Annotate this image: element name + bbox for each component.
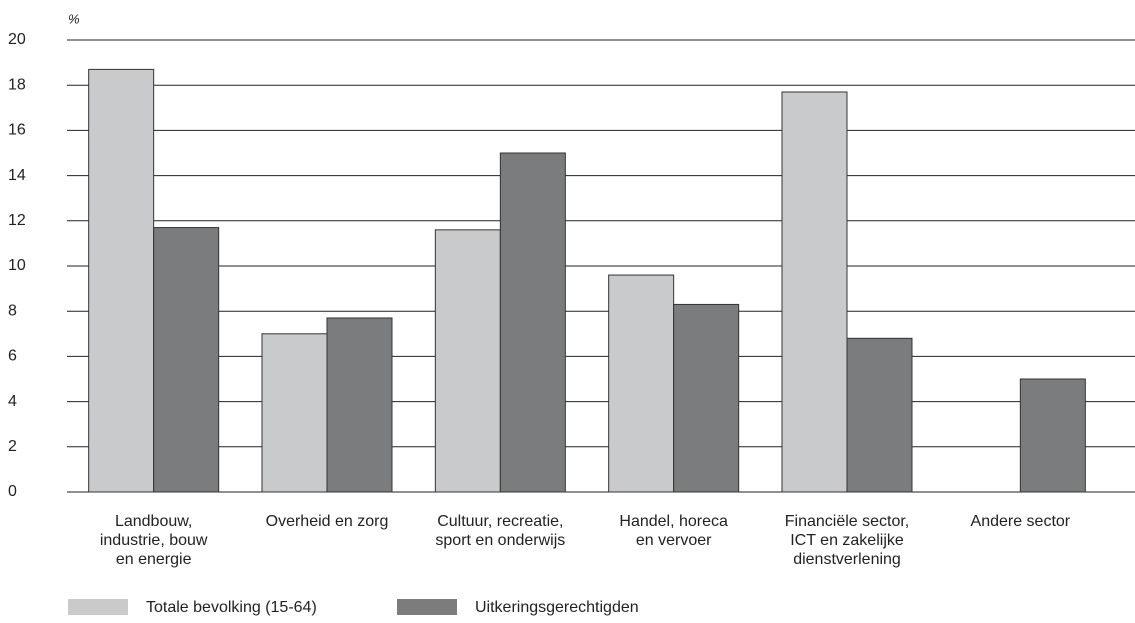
y-tick-label: 8: [8, 302, 17, 319]
bar: [326, 317, 393, 493]
x-tick-label: Andere sector: [971, 513, 1071, 530]
bar: [673, 303, 740, 493]
y-tick-label: 16: [8, 122, 26, 139]
x-tick-label: Cultuur, recreatie, sport en onderwijs: [435, 513, 565, 549]
bar: [261, 333, 328, 493]
y-tick-label: 0: [8, 483, 17, 500]
bar: [1019, 378, 1086, 493]
y-tick-label: 2: [8, 438, 17, 455]
y-tick-label: 12: [8, 212, 26, 229]
legend-label: Totale bevolking (15-64): [146, 599, 317, 616]
bar: [434, 229, 501, 493]
x-tick-label: Handel, horeca en vervoer: [619, 513, 728, 549]
legend-swatch: [68, 599, 128, 615]
bar: [88, 68, 155, 493]
y-tick-label: 18: [8, 76, 26, 93]
legend-swatch: [397, 599, 457, 615]
x-tick-label: Overheid en zorg: [266, 513, 389, 530]
y-axis-label: %: [68, 11, 80, 26]
legend-label: Uitkeringsgerechtigden: [475, 599, 639, 616]
y-tick-label: 10: [8, 257, 26, 274]
bar: [499, 152, 566, 493]
x-tick-label: Financiële sector, ICT en zakelijke dienst…: [785, 513, 910, 568]
bar: [153, 227, 220, 493]
x-tick-label: Landbouw, industrie, bouw en energie: [100, 513, 208, 568]
bar: [846, 337, 913, 493]
y-tick-label: 14: [8, 167, 26, 184]
bar: [781, 91, 848, 493]
y-tick-label: 4: [8, 393, 17, 410]
bar: [608, 274, 675, 493]
y-tick-label: 6: [8, 348, 17, 365]
y-tick-label: 20: [8, 31, 26, 48]
